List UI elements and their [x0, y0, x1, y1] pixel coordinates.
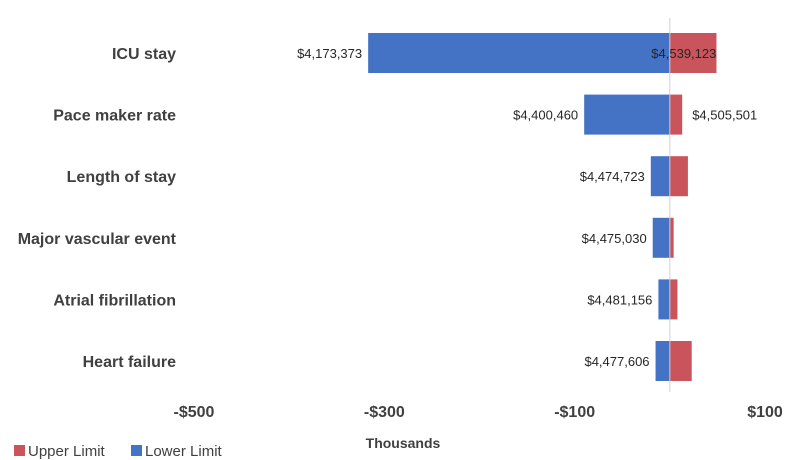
category-label-heart-failure: Heart failure [83, 354, 176, 371]
bar-upper-atrial-fibrillation [669, 279, 678, 320]
x-tick-label: $100 [747, 404, 783, 421]
bar-upper-pace-maker-rate [669, 94, 683, 135]
data-label-lower-major-vascular-event: $4,475,030 [582, 231, 647, 246]
data-labels: $4,173,373 $4,539,123 $4,400,460 $4,505,501… [297, 46, 757, 369]
bar-lower-major-vascular-event [652, 217, 670, 258]
bar-upper-length-of-stay [669, 156, 688, 197]
x-axis-tick-labels: -$500 -$300 -$100 $100 [174, 404, 783, 421]
data-label-lower-pace-maker-rate: $4,400,460 [513, 108, 578, 123]
x-tick-label: -$100 [554, 404, 595, 421]
bar-lower-length-of-stay [650, 156, 670, 197]
bar-upper-icu-stay [669, 33, 717, 73]
category-label-icu-stay: ICU stay [112, 46, 176, 63]
data-label-lower-heart-failure: $4,477,606 [584, 354, 649, 369]
legend-swatch-upper-limit [14, 445, 25, 456]
category-label-major-vascular-event: Major vascular event [18, 231, 177, 248]
data-label-upper-icu-stay: $4,539,123 [651, 46, 716, 61]
category-label-pace-maker-rate: Pace maker rate [53, 108, 176, 125]
legend-swatch-lower-limit [131, 445, 142, 456]
x-tick-label: -$300 [364, 404, 405, 421]
x-tick-label: -$500 [174, 404, 215, 421]
bar-upper-major-vascular-event [669, 217, 674, 258]
category-label-atrial-fibrillation: Atrial fibrillation [53, 292, 176, 309]
data-label-lower-atrial-fibrillation: $4,481,156 [587, 292, 652, 307]
bar-lower-atrial-fibrillation [658, 279, 670, 320]
bar-lower-heart-failure [655, 341, 670, 381]
data-label-lower-icu-stay: $4,173,373 [297, 46, 362, 61]
legend-label-lower-limit: Lower Limit [145, 443, 223, 460]
data-label-lower-length-of-stay: $4,474,723 [580, 169, 645, 184]
category-label-length-of-stay: Length of stay [67, 169, 176, 186]
data-label-upper-pace-maker-rate: $4,505,501 [692, 108, 757, 123]
bar-lower-icu-stay [368, 33, 670, 73]
legend: Upper Limit Lower Limit [14, 443, 223, 460]
lower-limit-bars [368, 33, 670, 381]
bar-upper-heart-failure [669, 341, 692, 381]
upper-limit-bars [669, 33, 717, 381]
legend-label-upper-limit: Upper Limit [28, 443, 106, 460]
x-axis-title: Thousands [366, 435, 441, 451]
category-labels: ICU stay Pace maker rate Length of stay Maj… [18, 46, 177, 371]
bar-lower-pace-maker-rate [584, 94, 670, 135]
